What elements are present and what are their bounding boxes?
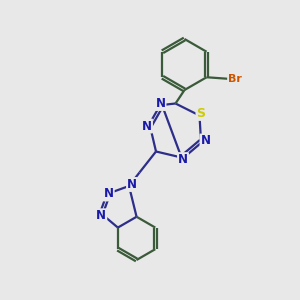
Text: N: N — [200, 134, 211, 148]
Text: N: N — [96, 209, 106, 222]
Text: N: N — [155, 97, 166, 110]
Text: N: N — [104, 188, 114, 200]
Text: N: N — [178, 153, 188, 166]
Text: S: S — [196, 107, 206, 120]
Text: N: N — [127, 178, 137, 191]
Text: Br: Br — [228, 74, 242, 84]
Text: N: N — [142, 119, 152, 133]
